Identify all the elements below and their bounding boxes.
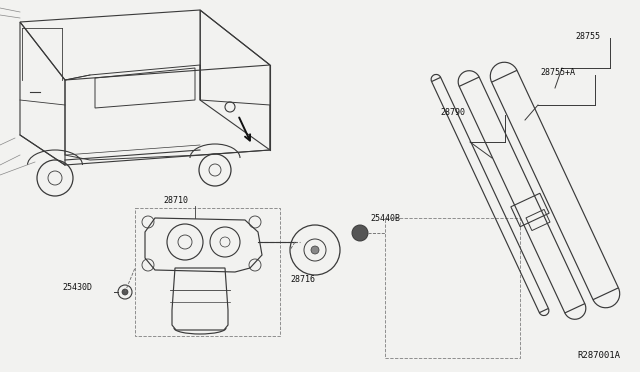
Bar (385, 218, 520, 358)
Text: 28790: 28790 (440, 108, 465, 117)
Bar (135, 208, 280, 336)
Text: R287001A: R287001A (577, 351, 620, 360)
Text: 28755+A: 28755+A (540, 68, 575, 77)
Text: 28716: 28716 (291, 275, 316, 284)
Text: 25430D: 25430D (62, 283, 92, 292)
Circle shape (352, 225, 368, 241)
Text: 28755: 28755 (575, 32, 600, 41)
Circle shape (311, 246, 319, 254)
Circle shape (122, 289, 128, 295)
Text: 25440B: 25440B (370, 214, 400, 223)
Text: 28710: 28710 (163, 196, 188, 205)
